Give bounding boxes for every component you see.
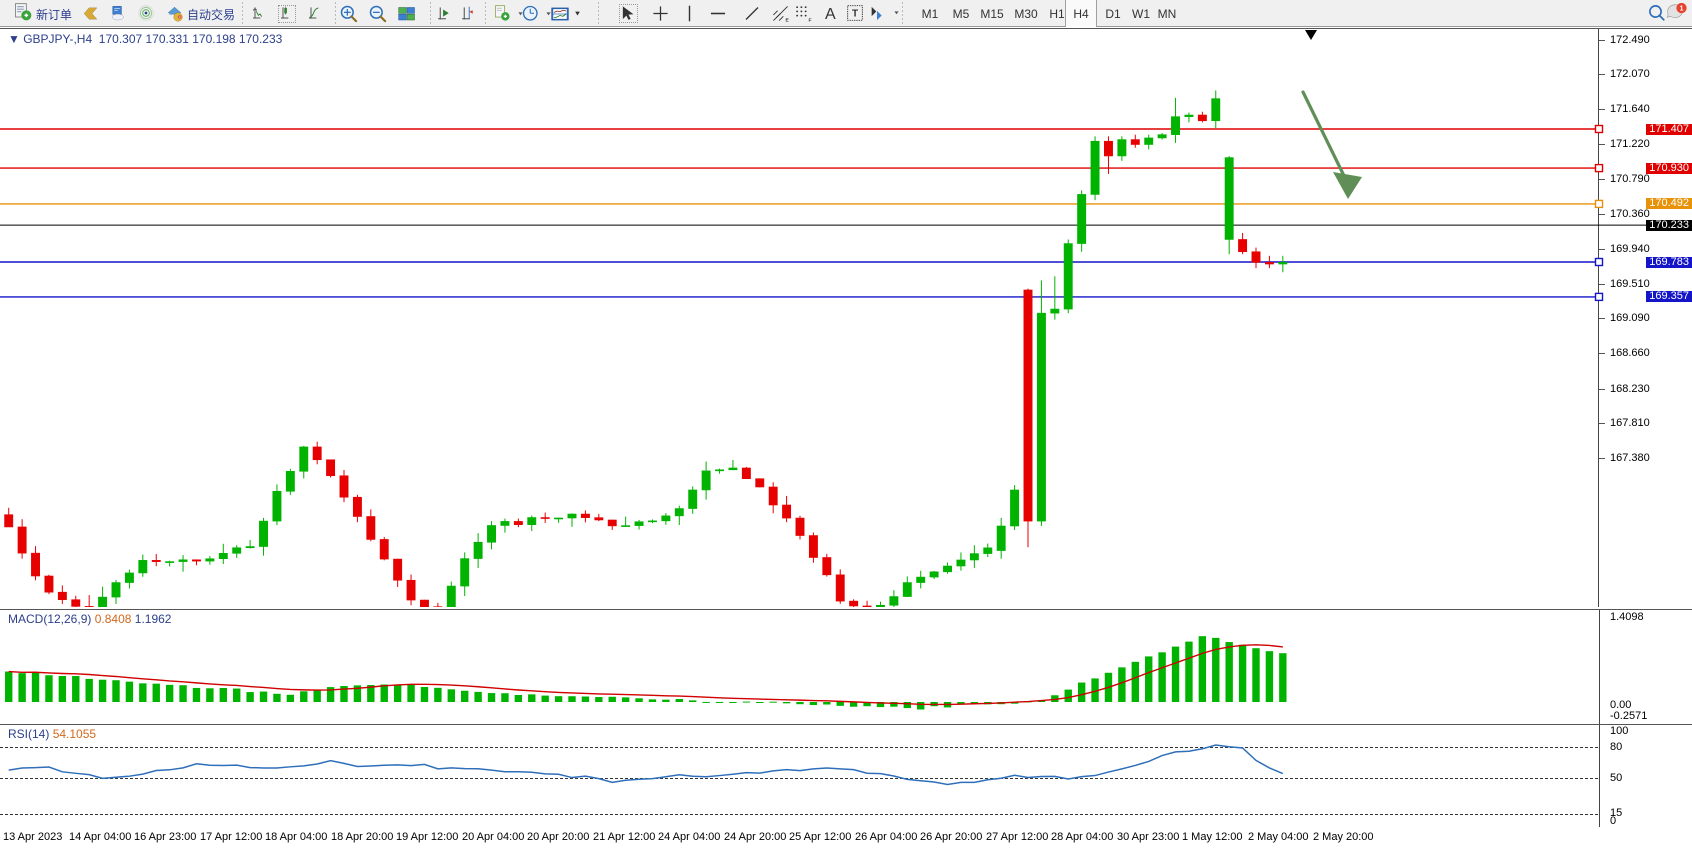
svg-text:F: F — [808, 17, 811, 22]
svg-text:T: T — [852, 8, 858, 19]
svg-text:E: E — [785, 17, 789, 22]
svg-text:1: 1 — [1680, 6, 1684, 13]
